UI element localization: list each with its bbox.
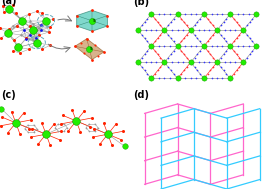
Text: (b): (b) bbox=[133, 0, 149, 7]
Polygon shape bbox=[77, 10, 107, 31]
Text: (d): (d) bbox=[133, 90, 149, 100]
Text: (c): (c) bbox=[1, 90, 16, 100]
Text: Tb: Tb bbox=[93, 19, 97, 23]
Polygon shape bbox=[75, 39, 104, 60]
Text: Tb: Tb bbox=[90, 47, 93, 51]
Text: (a): (a) bbox=[1, 0, 16, 6]
